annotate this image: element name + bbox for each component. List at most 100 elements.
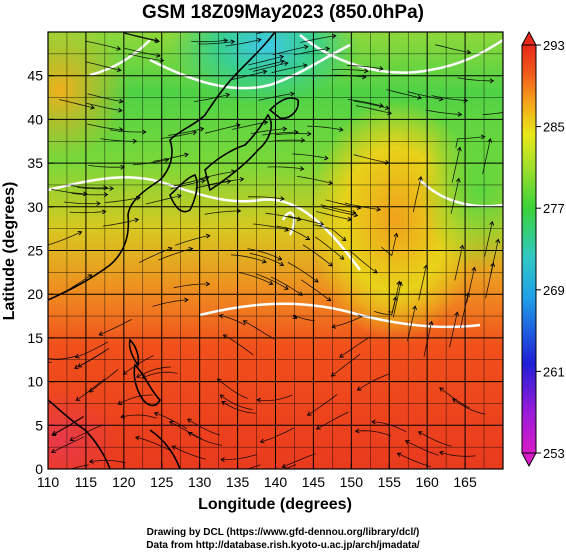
streamline-arrowhead: [199, 126, 205, 132]
streamline-arrowhead: [339, 255, 345, 260]
x-tick-label: 125: [150, 474, 174, 490]
streamline: [315, 236, 344, 260]
streamline: [407, 91, 443, 100]
streamline: [249, 252, 284, 266]
streamline-arrowhead: [325, 46, 331, 52]
streamline: [248, 56, 284, 66]
x-tick-label: 130: [188, 474, 212, 490]
streamline: [274, 133, 311, 136]
x-tick-label: 140: [264, 474, 288, 490]
streamline: [86, 102, 122, 112]
streamline-arrowhead: [205, 281, 211, 287]
x-tick-label: 110: [37, 474, 60, 490]
streamline-arrowhead: [186, 418, 192, 423]
streamline-arrowhead: [457, 111, 463, 117]
streamline-arrowhead: [98, 331, 104, 336]
streamline: [255, 273, 289, 290]
streamline: [160, 131, 197, 139]
colorbar-tick-label: 293: [543, 38, 565, 53]
streamline-arrowhead: [303, 44, 309, 50]
streamline: [452, 398, 486, 415]
streamline: [77, 348, 110, 368]
credit-drawing: Drawing by DCL (https://www.gfd-dennou.o…: [146, 527, 420, 538]
streamline: [217, 378, 248, 399]
streamline: [270, 276, 303, 296]
streamline-arrowhead: [218, 313, 224, 319]
streamline: [51, 436, 85, 453]
streamline: [435, 44, 471, 54]
x-tick-label: 115: [75, 474, 98, 490]
streamline-arrowhead: [455, 177, 461, 183]
streamline-arrowhead: [277, 256, 283, 261]
streamline-arrowhead: [300, 137, 306, 143]
streamline-arrowhead: [155, 38, 160, 44]
streamline-arrowhead: [51, 448, 56, 454]
streamline: [282, 453, 316, 468]
streamline-arrowhead: [69, 436, 75, 442]
streamline: [300, 279, 331, 301]
streamline-arrowhead: [341, 236, 347, 242]
streamline-arrowhead: [288, 24, 292, 28]
streamline-arrowhead: [19, 349, 23, 353]
x-tick-label: 150: [340, 474, 364, 490]
streamline: [238, 272, 273, 285]
streamline: [331, 69, 368, 72]
streamline: [199, 170, 236, 180]
streamline-arrowhead: [393, 232, 399, 238]
streamline-arrowhead: [88, 458, 94, 464]
streamline-arrowhead: [294, 129, 299, 135]
streamline-arrowhead: [83, 191, 88, 197]
streamline-arrowhead: [259, 438, 265, 444]
map-title: GSM 18Z09May2023 (850.0hPa): [142, 2, 424, 23]
streamline: [75, 341, 109, 358]
streamline: [262, 131, 298, 136]
streamline: [455, 136, 485, 148]
streamline-arrowhead: [279, 54, 285, 60]
streamline: [353, 100, 389, 109]
streamline: [243, 320, 275, 340]
streamline: [392, 282, 402, 318]
streamline-arrowhead: [299, 166, 305, 172]
streamline: [451, 147, 461, 183]
streamline-arrowhead: [459, 244, 465, 250]
streamline: [187, 418, 221, 436]
streamline-arrowhead: [306, 411, 312, 416]
colorbar-tick-label: 285: [543, 120, 565, 135]
streamline-arrowhead: [412, 305, 418, 311]
streamline: [59, 99, 95, 109]
colorbar-tick-label: 261: [543, 364, 565, 379]
streamline-arrowhead: [396, 452, 402, 457]
streamline: [225, 39, 261, 47]
streamline: [339, 336, 370, 358]
y-tick-label: 25: [27, 243, 43, 259]
streamline-arrowhead: [376, 206, 382, 212]
streamline: [460, 293, 469, 329]
streamline: [292, 153, 328, 159]
streamline-arrowhead: [262, 258, 267, 264]
streamline: [423, 321, 433, 357]
streamline: [221, 454, 257, 461]
streamline: [71, 192, 108, 196]
streamline-arrowhead: [116, 45, 122, 51]
streamline-arrowhead: [220, 457, 225, 463]
streamline: [347, 99, 384, 107]
streamline-arrowhead: [290, 91, 295, 97]
streamline: [63, 201, 100, 205]
streamline-arrowhead: [169, 421, 174, 426]
streamline-arrowhead: [280, 196, 285, 202]
streamline: [169, 421, 202, 439]
temperature-field: [48, 32, 503, 469]
streamline: [485, 263, 494, 299]
streamline: [89, 369, 119, 393]
streamline: [122, 32, 158, 41]
streamline-arrowhead: [315, 425, 321, 430]
streamline: [88, 165, 125, 168]
streamline-arrowhead: [371, 419, 376, 425]
streamline: [195, 180, 231, 189]
streamline-arrowhead: [307, 131, 312, 137]
colorbar-ticks: 253 261 269 277 285 293: [536, 38, 565, 461]
streamline: [145, 195, 181, 205]
streamline-arrowhead: [219, 394, 225, 399]
streamline: [152, 153, 189, 162]
streamline: [296, 176, 333, 184]
